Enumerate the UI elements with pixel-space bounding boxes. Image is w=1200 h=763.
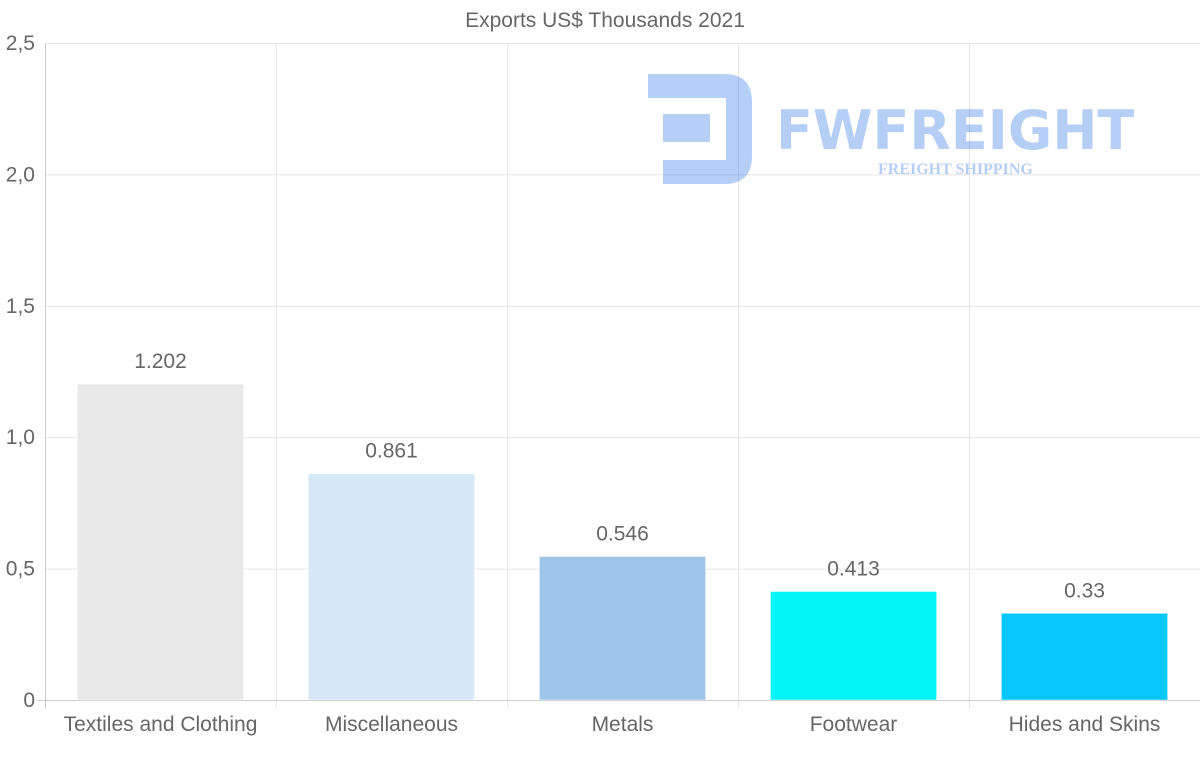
bars [76, 383, 1169, 701]
x-tick-label: Hides and Skins [1009, 713, 1161, 736]
chart-title: Exports US$ Thousands 2021 [465, 9, 745, 32]
y-tick-label: 0,5 [6, 558, 35, 581]
watermark-mark-icon [648, 74, 752, 184]
bar[interactable] [538, 556, 707, 701]
bar[interactable] [307, 473, 476, 701]
bar-value-label: 0.861 [365, 440, 418, 463]
watermark-brand: FWFREIGHT [776, 99, 1134, 162]
y-axis-ticks: 0 0,5 1,0 1,5 2,0 2,5 [6, 32, 35, 712]
bar[interactable] [769, 590, 938, 701]
watermark-logo: FWFREIGHT FREIGHT SHIPPING [648, 74, 1134, 184]
y-tick-label: 0 [23, 689, 35, 712]
y-tick-label: 1,5 [6, 295, 35, 318]
value-labels: 1.202 0.861 0.546 0.413 0.33 [134, 350, 1105, 602]
bar[interactable] [76, 383, 245, 701]
x-tick-label: Textiles and Clothing [64, 713, 258, 736]
bar-value-label: 0.546 [596, 523, 649, 546]
bar-value-label: 0.33 [1064, 579, 1105, 602]
y-tick-label: 2,0 [6, 163, 35, 186]
y-tick-label: 2,5 [6, 32, 35, 55]
x-tick-label: Miscellaneous [325, 713, 458, 736]
watermark-tagline: FREIGHT SHIPPING [878, 161, 1033, 178]
bar-value-label: 0.413 [827, 557, 880, 580]
x-tick-label: Metals [592, 713, 654, 736]
y-tick-label: 1,0 [6, 426, 35, 449]
bar[interactable] [1000, 612, 1169, 701]
x-axis-labels: Textiles and Clothing Miscellaneous Metals… [64, 713, 1161, 736]
bar-value-label: 1.202 [134, 350, 187, 373]
x-tick-label: Footwear [810, 713, 898, 736]
